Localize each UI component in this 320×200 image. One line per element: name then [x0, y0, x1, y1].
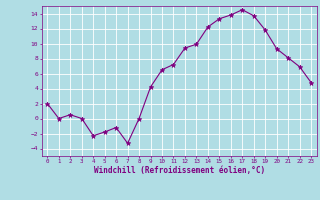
X-axis label: Windchill (Refroidissement éolien,°C): Windchill (Refroidissement éolien,°C)	[94, 166, 265, 175]
